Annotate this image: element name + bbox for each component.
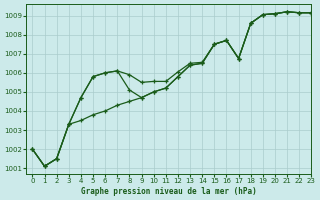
X-axis label: Graphe pression niveau de la mer (hPa): Graphe pression niveau de la mer (hPa) — [81, 187, 257, 196]
